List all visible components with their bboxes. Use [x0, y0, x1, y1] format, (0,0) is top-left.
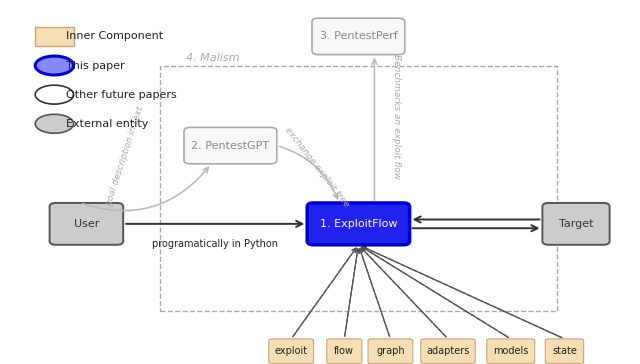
FancyBboxPatch shape — [269, 339, 314, 364]
FancyBboxPatch shape — [421, 339, 475, 364]
FancyBboxPatch shape — [307, 203, 410, 245]
FancyBboxPatch shape — [327, 339, 362, 364]
FancyArrowPatch shape — [359, 249, 390, 336]
Text: graph: graph — [376, 346, 404, 356]
Text: This paper: This paper — [66, 60, 125, 71]
FancyArrowPatch shape — [293, 248, 356, 337]
Text: User: User — [74, 219, 99, 229]
FancyArrowPatch shape — [361, 248, 446, 337]
Text: programatically in Python: programatically in Python — [152, 239, 278, 249]
Text: flow: flow — [334, 346, 355, 356]
FancyArrowPatch shape — [362, 246, 562, 338]
Text: 2. PentestGPT: 2. PentestGPT — [191, 141, 269, 151]
FancyBboxPatch shape — [487, 339, 535, 364]
Text: state: state — [552, 346, 577, 356]
FancyBboxPatch shape — [368, 339, 413, 364]
Bar — [160, 66, 557, 311]
Text: External entity: External entity — [66, 119, 148, 129]
Ellipse shape — [35, 114, 74, 133]
Text: 1. ExploitFlow: 1. ExploitFlow — [319, 219, 397, 229]
Ellipse shape — [35, 85, 74, 104]
Text: 3. PentestPerf: 3. PentestPerf — [319, 31, 397, 41]
Text: adapters: adapters — [426, 346, 470, 356]
FancyArrowPatch shape — [362, 247, 508, 337]
Text: exploit: exploit — [275, 346, 308, 356]
FancyBboxPatch shape — [543, 203, 610, 245]
Text: Target: Target — [559, 219, 593, 229]
Text: Other future papers: Other future papers — [66, 90, 177, 100]
FancyBboxPatch shape — [545, 339, 584, 364]
Text: exchange exploit tree: exchange exploit tree — [283, 126, 351, 209]
FancyBboxPatch shape — [50, 203, 123, 245]
FancyBboxPatch shape — [184, 127, 277, 164]
Text: models: models — [493, 346, 529, 356]
FancyBboxPatch shape — [312, 18, 405, 55]
Text: Benchmarks an exploit flow: Benchmarks an exploit flow — [392, 54, 401, 179]
Text: goal description in text: goal description in text — [104, 106, 145, 207]
FancyArrowPatch shape — [345, 249, 359, 336]
Text: Inner Component: Inner Component — [66, 31, 163, 41]
FancyBboxPatch shape — [35, 27, 74, 46]
Text: 4. Malism: 4. Malism — [186, 53, 239, 63]
Ellipse shape — [35, 56, 74, 75]
